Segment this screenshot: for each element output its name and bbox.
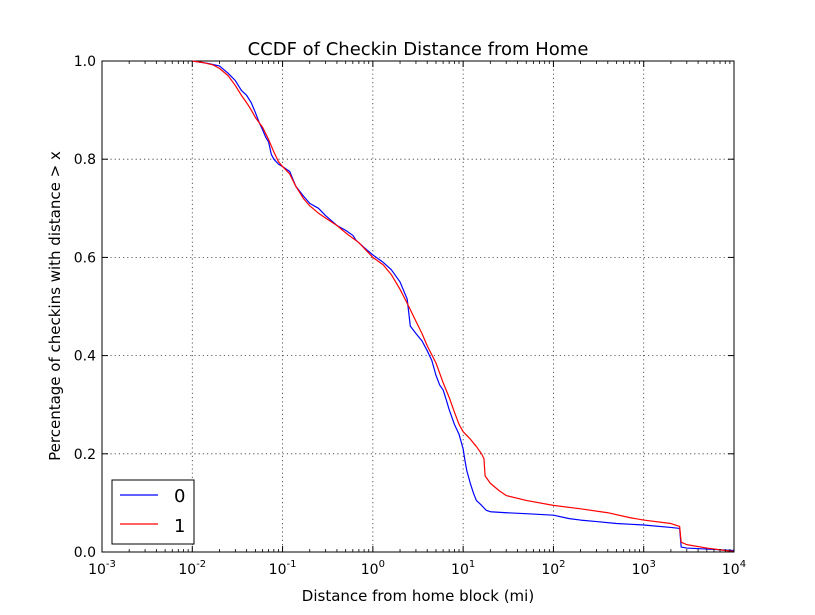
x-tick-label: 10-3 <box>88 559 116 578</box>
y-tick-label: 0.6 <box>74 250 96 266</box>
legend: 0 1 <box>111 479 195 545</box>
legend-box <box>111 479 195 545</box>
x-tick-label: 10-2 <box>178 559 206 578</box>
x-axis-label: Distance from home block (mi) <box>302 587 534 605</box>
grid-lines <box>102 61 734 552</box>
y-tick-label: 0.4 <box>74 349 96 365</box>
y-tick-label: 0.2 <box>74 447 96 463</box>
y-axis-label: Percentage of checkins with distance > x <box>46 151 64 461</box>
series-line-0 <box>192 60 735 552</box>
x-tick-label: 101 <box>451 559 475 578</box>
x-tick-label: 10-1 <box>269 559 297 578</box>
x-tick-label: 104 <box>722 559 746 578</box>
axis-ticks <box>101 60 735 553</box>
legend-label-1: 1 <box>174 516 185 537</box>
series-group <box>192 60 735 553</box>
y-tick-label: 1.0 <box>74 54 96 70</box>
y-tick-labels: 0.0 0.2 0.4 0.6 0.8 1.0 <box>74 54 96 561</box>
plot-area <box>101 60 735 553</box>
x-tick-label: 102 <box>541 559 565 578</box>
legend-label-0: 0 <box>174 486 185 507</box>
x-tick-labels: 10-3 10-2 10-1 100 101 102 103 104 <box>88 559 746 578</box>
x-tick-label: 100 <box>361 559 385 578</box>
y-tick-label: 0.0 <box>74 545 96 561</box>
x-tick-label: 103 <box>632 559 656 578</box>
y-tick-label: 0.8 <box>74 152 96 168</box>
series-line-1 <box>192 60 735 553</box>
chart-title: CCDF of Checkin Distance from Home <box>248 39 589 60</box>
